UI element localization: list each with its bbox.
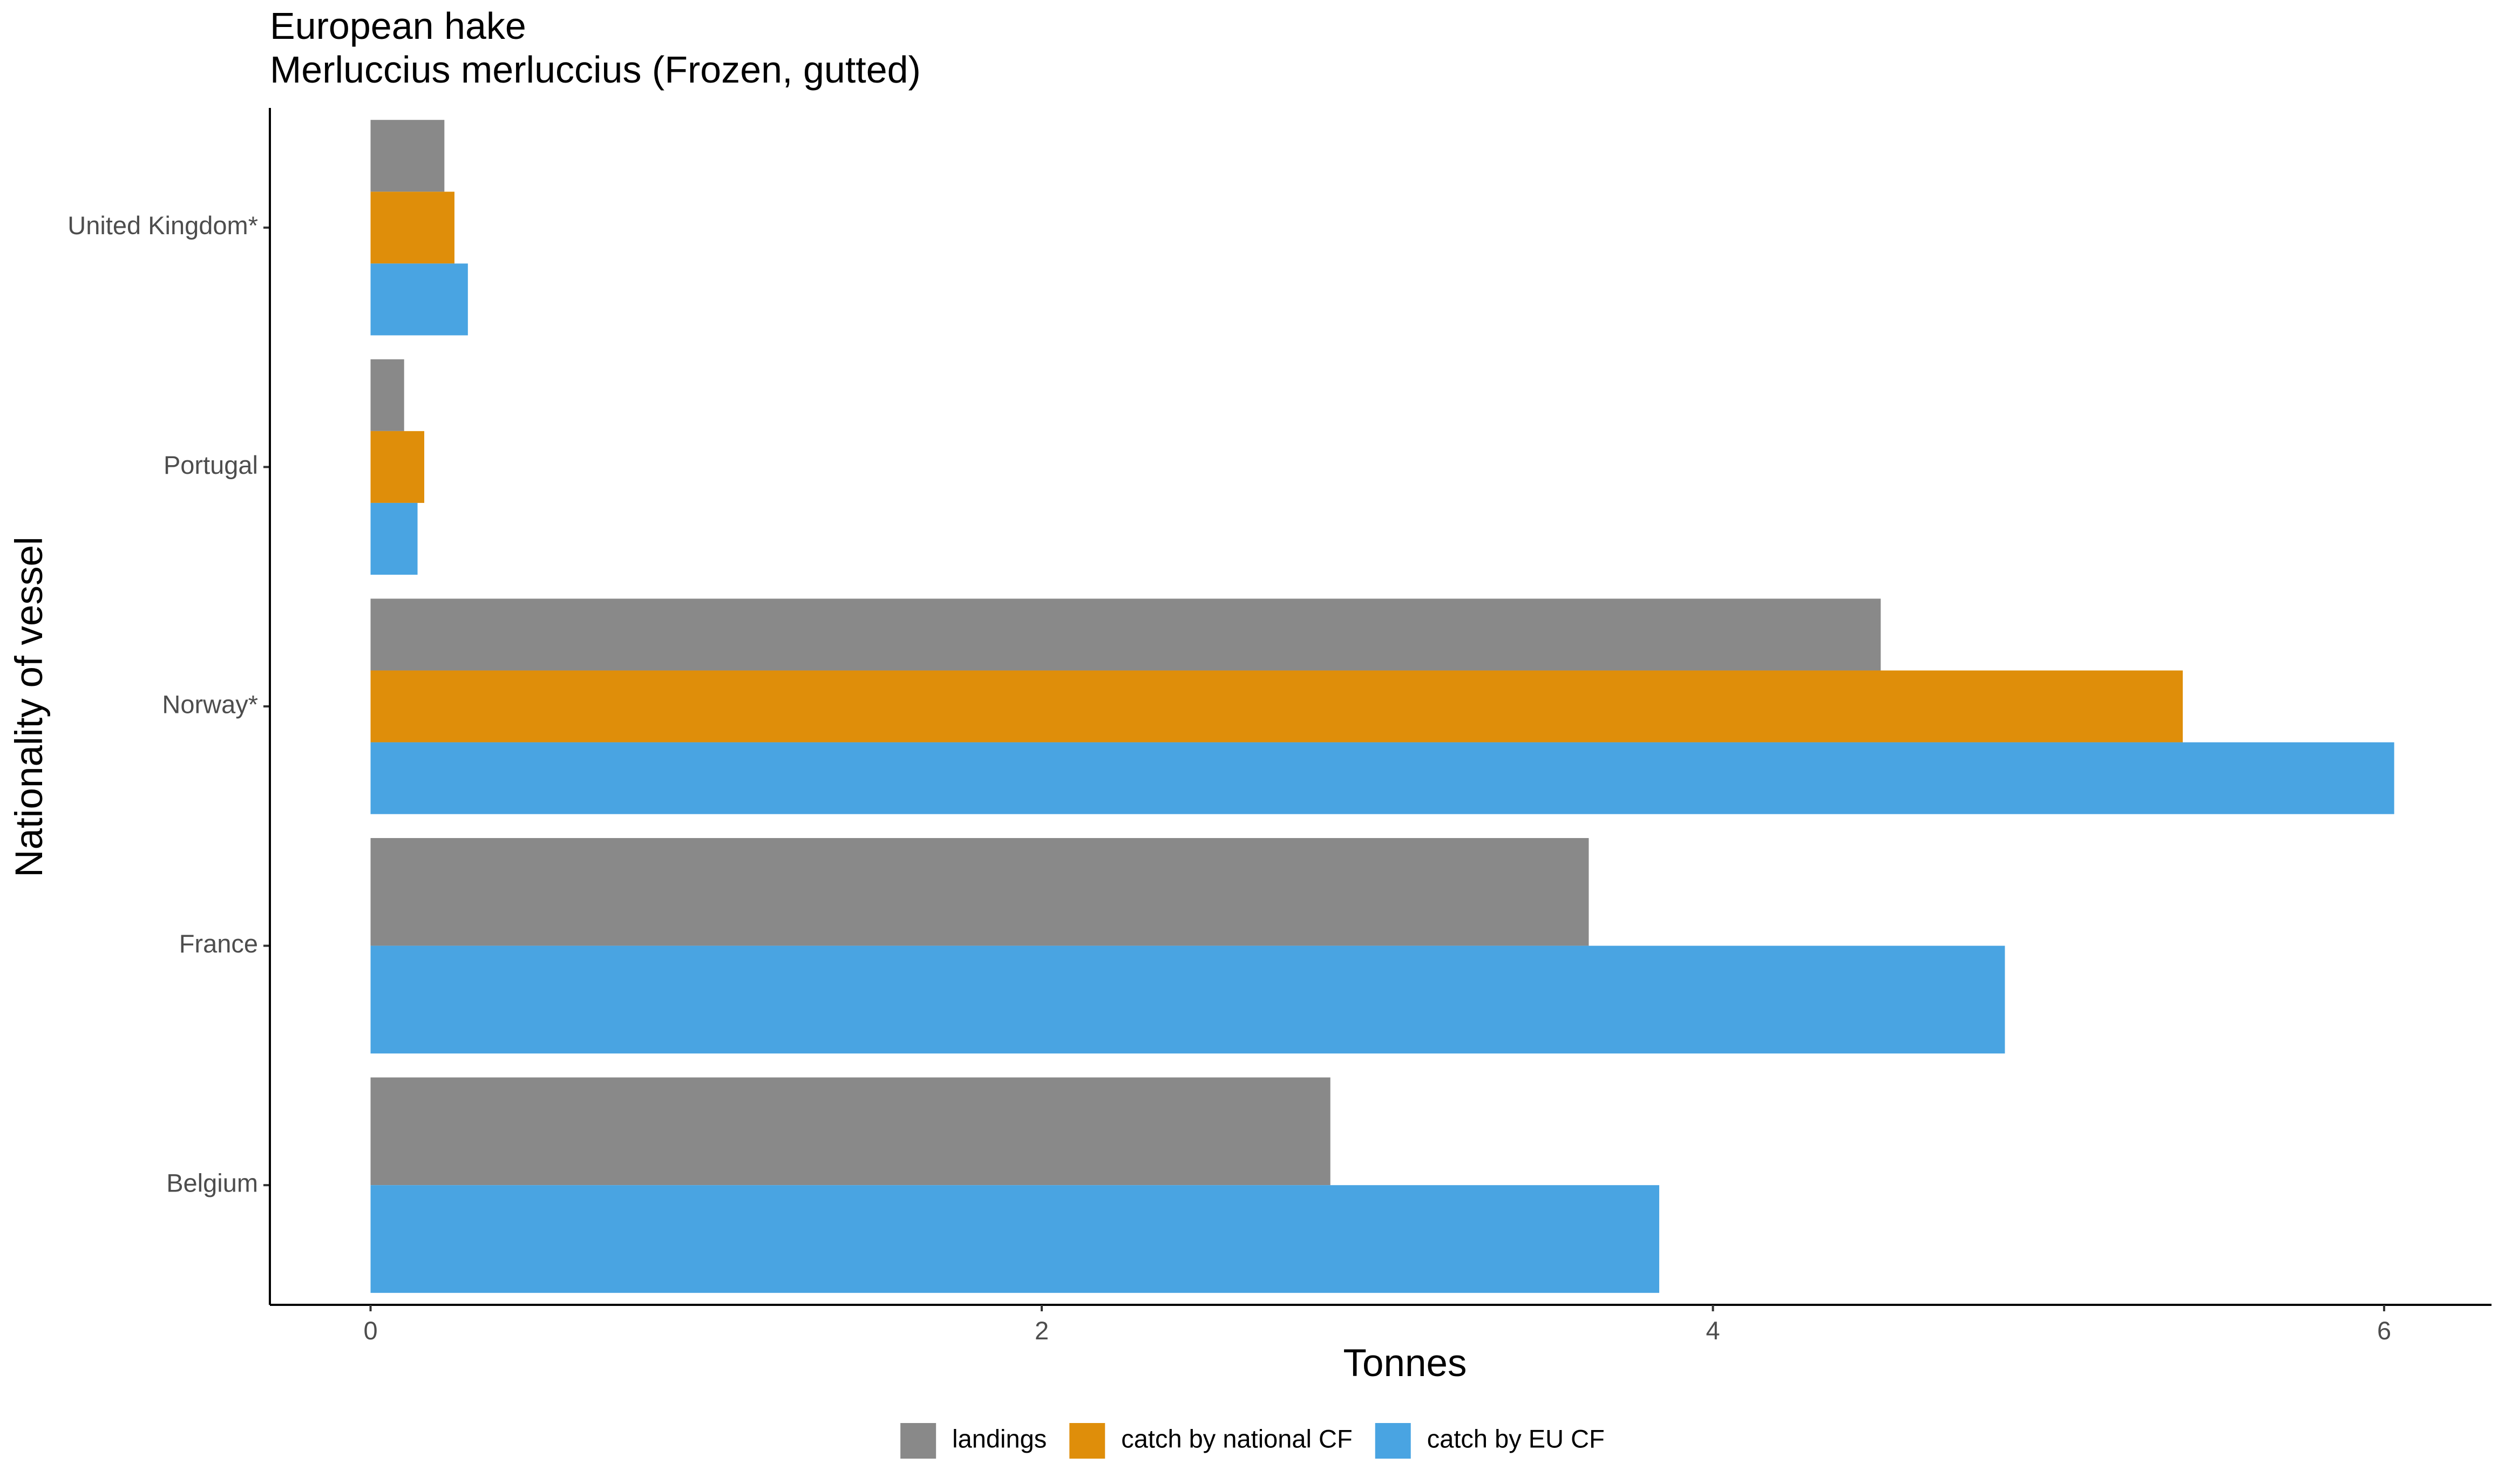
x-axis-title: Tonnes xyxy=(1343,1342,1467,1385)
y-axis-title: Nationality of vessel xyxy=(8,536,51,877)
y-tick-label: Portugal xyxy=(164,451,258,479)
legend-label: catch by national CF xyxy=(1121,1424,1352,1453)
bar-catch-by-eu-cf-norway xyxy=(370,742,2394,814)
x-axis: 0 2 4 6 xyxy=(270,1304,2492,1345)
chart-subtitle: Merluccius merluccius (Frozen, gutted) xyxy=(270,49,921,91)
bar-landings-norway xyxy=(370,598,1881,671)
y-tick-label: United Kingdom* xyxy=(67,211,258,240)
legend-key-landings xyxy=(900,1423,936,1459)
bar-catch-by-national-cf-norway xyxy=(370,670,2183,743)
bar-landings-belgium xyxy=(370,1077,1330,1186)
legend-key-catch-by-national-cf xyxy=(1069,1423,1105,1459)
bar-catch-by-eu-cf-belgium xyxy=(370,1185,1660,1293)
bar-layer xyxy=(370,120,2394,1293)
bar-landings-france xyxy=(370,838,1589,946)
legend: landings catch by national CF catch by EU … xyxy=(900,1423,1605,1459)
bar-catch-by-national-cf-portugal xyxy=(370,431,425,503)
x-tick-label: 6 xyxy=(2377,1316,2391,1345)
bar-catch-by-eu-cf-united-kingdom xyxy=(370,263,468,336)
y-tick-label: Norway* xyxy=(162,690,258,718)
legend-key-catch-by-eu-cf xyxy=(1375,1423,1411,1459)
bar-catch-by-national-cf-united-kingdom xyxy=(370,192,454,264)
x-tick-label: 4 xyxy=(1706,1316,1720,1345)
y-tick-label: France xyxy=(179,929,258,958)
bar-landings-united-kingdom xyxy=(370,120,445,192)
x-tick-label: 2 xyxy=(1035,1316,1049,1345)
y-axis: Belgium France Norway* Portugal United Kingd… xyxy=(67,108,271,1305)
legend-label: landings xyxy=(952,1424,1047,1453)
bar-landings-portugal xyxy=(370,359,404,431)
legend-label: catch by EU CF xyxy=(1427,1424,1605,1453)
chart-title: European hake xyxy=(270,5,526,47)
x-tick-label: 0 xyxy=(363,1316,377,1345)
y-tick-label: Belgium xyxy=(166,1169,258,1197)
bar-catch-by-eu-cf-portugal xyxy=(370,502,418,575)
bar-catch-by-eu-cf-france xyxy=(370,945,2005,1054)
